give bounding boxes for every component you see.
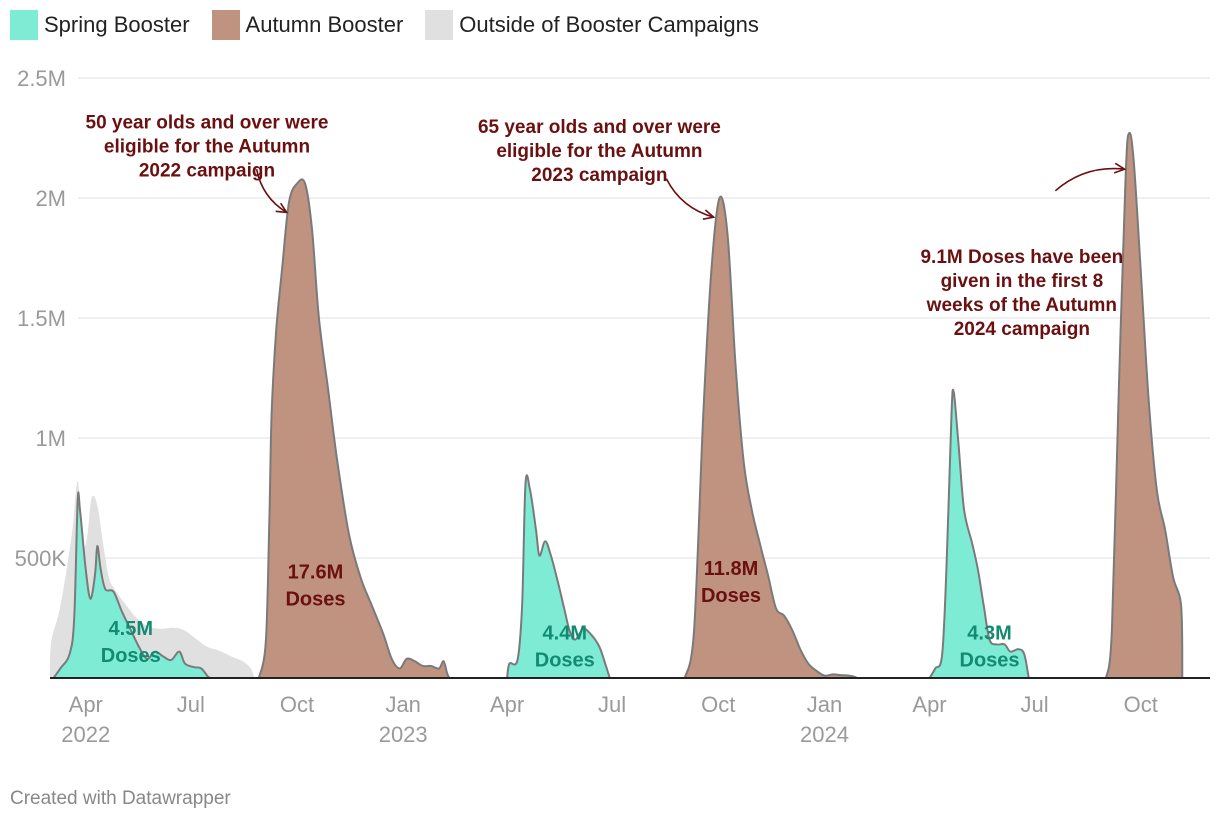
area-outline-autumn bbox=[683, 195, 858, 679]
x-tick-label: Apr bbox=[490, 692, 524, 717]
area-outline-spring bbox=[52, 491, 211, 679]
annotation-line: Doses bbox=[535, 650, 595, 672]
annotation-line: eligible for the Autumn bbox=[104, 136, 310, 157]
annotation-dose-total: 4.3M Doses bbox=[960, 623, 1020, 672]
x-tick-label: Jul bbox=[177, 692, 205, 717]
annotation-line: Doses bbox=[960, 650, 1020, 672]
legend-item-outside: Outside of Booster Campaigns bbox=[425, 10, 759, 40]
annotation-line: Doses bbox=[701, 585, 761, 607]
area-spring bbox=[53, 492, 211, 678]
legend-label-spring: Spring Booster bbox=[44, 12, 190, 37]
annotation-line: 50 year olds and over were bbox=[86, 112, 329, 133]
annotation-line: 4.4M bbox=[543, 623, 587, 645]
annotation-arrowhead bbox=[275, 202, 289, 214]
annotation-line: 65 year olds and over were bbox=[478, 117, 721, 138]
annotation-note: 9.1M Doses have been given in the first 8… bbox=[920, 247, 1123, 340]
y-tick-label: 500K bbox=[15, 546, 67, 571]
annotation-note: 65 year olds and over were eligible for t… bbox=[478, 117, 721, 186]
area-autumn bbox=[684, 196, 857, 678]
legend-item-spring: Spring Booster bbox=[10, 10, 190, 40]
annotation-line: eligible for the Autumn bbox=[496, 141, 702, 162]
y-tick-label: 2M bbox=[35, 186, 66, 211]
annotation-line: 11.8M bbox=[704, 558, 758, 580]
x-tick-year-label: 2023 bbox=[379, 722, 428, 747]
legend-swatch-autumn bbox=[211, 10, 240, 40]
area-layer bbox=[49, 131, 1184, 679]
x-tick-year-label: 2022 bbox=[61, 722, 110, 747]
x-tick-label: Oct bbox=[701, 692, 735, 717]
legend-item-autumn: Autumn Booster bbox=[211, 10, 404, 40]
x-tick-label: Oct bbox=[280, 692, 314, 717]
annotation-dose-total: 11.8M Doses bbox=[701, 558, 761, 607]
area-outline-autumn bbox=[257, 178, 451, 679]
y-tick-label: 1M bbox=[35, 426, 66, 451]
annotation-line: 4.3M bbox=[967, 623, 1011, 645]
x-tick-label: Jul bbox=[1020, 692, 1048, 717]
annotation-line: 9.1M Doses have been bbox=[920, 247, 1123, 268]
legend-swatch-spring bbox=[10, 10, 38, 40]
annotation-arrowhead bbox=[702, 209, 716, 220]
annotation-dose-total: 4.4M Doses bbox=[535, 623, 595, 672]
annotation-line: given in the first 8 bbox=[941, 271, 1104, 292]
x-tick-label: Jul bbox=[598, 692, 626, 717]
x-tick-label: Apr bbox=[69, 692, 103, 717]
legend-swatch-outside bbox=[425, 10, 454, 40]
annotation-line: 2022 campaign bbox=[139, 160, 275, 181]
annotation-line: 4.5M bbox=[109, 618, 153, 640]
annotation-line: Doses bbox=[101, 645, 161, 667]
annotation-dose-total: 17.6M Doses bbox=[285, 561, 345, 610]
footer-credit: Created with Datawrapper bbox=[10, 788, 231, 809]
annotation-arrow bbox=[255, 169, 288, 214]
grid-layer: 500K 1M 1.5M 2M 2.5M bbox=[15, 66, 1210, 571]
y-tick-label: 2.5M bbox=[17, 66, 66, 91]
annotation-line: 2024 campaign bbox=[954, 319, 1090, 340]
area-outline-spring bbox=[506, 474, 611, 679]
x-tick-label: Jan bbox=[385, 692, 420, 717]
area-autumn bbox=[1106, 132, 1183, 678]
area-outline-spring bbox=[928, 388, 1030, 679]
legend: Spring Booster Autumn Booster Outside of… bbox=[10, 10, 781, 40]
annotation-line: Doses bbox=[285, 588, 345, 610]
x-tick-label: Jan bbox=[807, 692, 842, 717]
y-tick-label: 1.5M bbox=[17, 306, 66, 331]
annotation-arrowhead bbox=[1113, 162, 1127, 174]
area-autumn bbox=[258, 179, 450, 678]
area-spring bbox=[507, 475, 610, 678]
axis-layer: Apr 2022 Jul Oct Jan 2023 Apr Jul Oct Jan 2024 Apr J… bbox=[50, 677, 1210, 747]
annotation-arrow bbox=[665, 178, 714, 218]
x-tick-label: Oct bbox=[1124, 692, 1158, 717]
annotation-line: 17.6M bbox=[288, 561, 344, 583]
x-tick-label: Apr bbox=[912, 692, 946, 717]
legend-label-autumn: Autumn Booster bbox=[245, 12, 404, 37]
annotation-line: weeks of the Autumn bbox=[926, 295, 1117, 316]
area-spring bbox=[929, 389, 1029, 678]
annotation-line: 2023 campaign bbox=[531, 165, 667, 186]
annotation-note: 50 year olds and over were eligible for t… bbox=[86, 112, 329, 181]
annotation-arrow bbox=[1054, 167, 1125, 192]
x-tick-year-label: 2024 bbox=[800, 722, 849, 747]
legend-label-outside: Outside of Booster Campaigns bbox=[459, 12, 759, 37]
annotation-dose-total: 4.5M Doses bbox=[101, 618, 161, 667]
area-outline-autumn bbox=[1105, 131, 1184, 679]
